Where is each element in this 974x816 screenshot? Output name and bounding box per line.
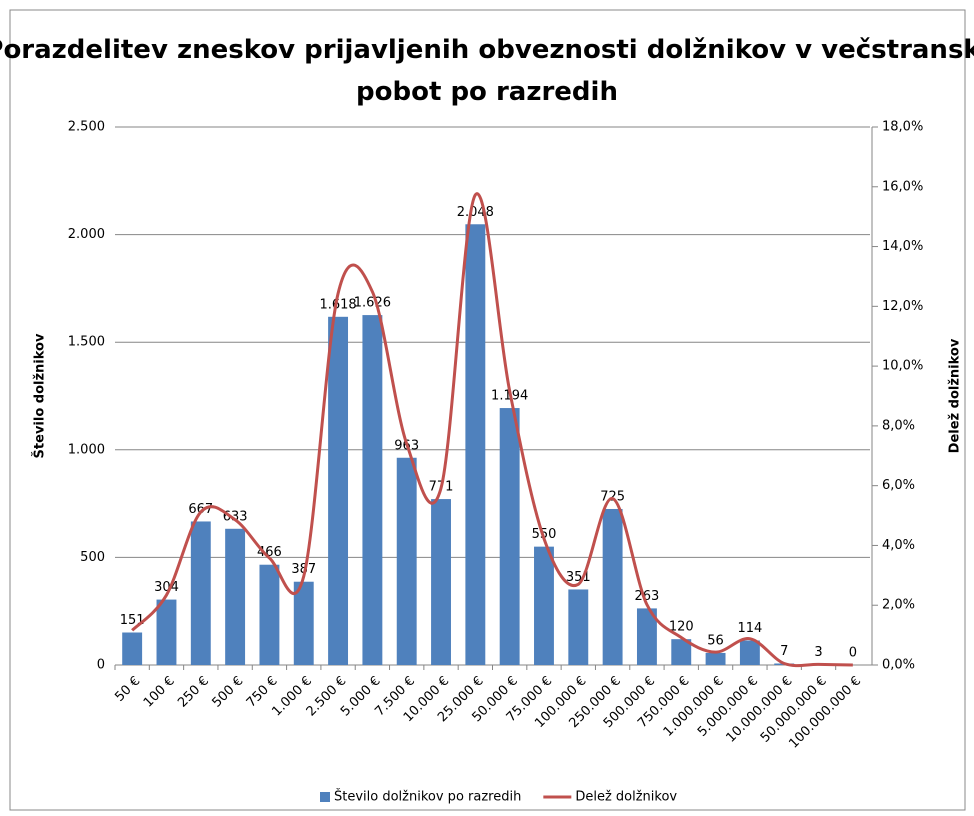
bar — [465, 224, 486, 666]
data-label: 151 — [120, 613, 145, 628]
bar — [602, 508, 623, 665]
bar — [568, 589, 589, 665]
bar — [671, 639, 692, 665]
bar — [122, 632, 143, 665]
y2-tick-label: 8,0% — [882, 418, 915, 433]
y2-tick-label: 12,0% — [882, 299, 923, 314]
data-label: 7 — [780, 644, 788, 659]
y-tick-label: 2.500 — [68, 120, 105, 135]
data-label: 725 — [600, 489, 625, 504]
data-label: 2.048 — [457, 205, 494, 220]
chart-title: Porazdelitev zneskov prijavljenih obvezn… — [0, 35, 974, 107]
bar — [156, 599, 177, 665]
y2-tick-label: 18,0% — [882, 120, 923, 135]
data-label: 0 — [849, 646, 857, 661]
bar — [739, 640, 760, 665]
data-label: 56 — [707, 633, 724, 648]
y2-tick-label: 14,0% — [882, 239, 923, 254]
bar — [499, 408, 520, 665]
legend-label: Število dolžnikov po razredih — [334, 789, 521, 805]
bar — [225, 528, 246, 665]
y2-tick-label: 6,0% — [882, 478, 915, 493]
data-label: 466 — [257, 545, 282, 560]
y2-tick-label: 16,0% — [882, 179, 923, 194]
bar — [259, 564, 280, 665]
bar — [328, 316, 349, 665]
line — [131, 192, 853, 668]
legend-swatch — [320, 792, 330, 802]
data-label: 1.626 — [354, 296, 391, 311]
y-tick-label: 1.000 — [68, 442, 105, 457]
bar — [190, 521, 211, 665]
y2-tick-label: 4,0% — [882, 538, 915, 553]
data-label: 633 — [223, 509, 248, 524]
data-label: 3 — [814, 645, 822, 660]
y2-axis-title: Delež dolžnikov — [948, 338, 963, 453]
y2-tick-label: 0,0% — [882, 658, 915, 673]
data-label: 667 — [188, 502, 213, 517]
legend-label: Delež dolžnikov — [575, 790, 677, 805]
y-tick-label: 1.500 — [68, 335, 105, 350]
bar — [431, 499, 451, 665]
y2-tick-label: 2,0% — [882, 598, 915, 613]
chart-border — [9, 9, 966, 811]
bar — [705, 652, 726, 665]
data-label: 114 — [737, 621, 762, 636]
y-tick-label: 500 — [80, 550, 105, 565]
y-tick-label: 0 — [97, 658, 105, 673]
data-label: 120 — [669, 620, 694, 635]
data-label: 1.618 — [319, 297, 356, 312]
bar — [396, 457, 417, 665]
y-tick-label: 2.000 — [68, 227, 105, 242]
bar — [293, 581, 314, 665]
y2-tick-label: 10,0% — [882, 359, 923, 374]
data-label: 263 — [635, 589, 660, 604]
y-axis-title: Število dolžnikov — [32, 333, 48, 458]
bar — [534, 546, 554, 665]
bar — [362, 315, 383, 665]
bar — [636, 608, 657, 665]
